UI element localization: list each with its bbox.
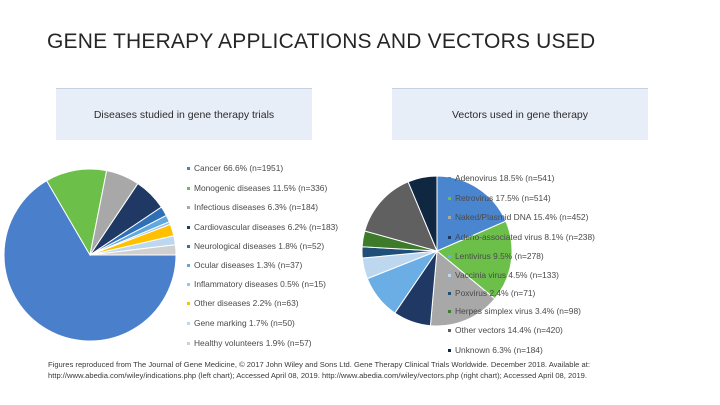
vectors-legend-item: Poxvirus 2.4% (n=71)	[448, 288, 535, 298]
diseases-legend-swatch	[187, 244, 190, 248]
diseases-slice-1	[46, 168, 108, 257]
vectors-legend-swatch	[448, 254, 451, 258]
vectors-legend-label: Adeno-associated virus 8.1% (n=238)	[455, 232, 595, 242]
vectors-legend-swatch	[448, 328, 451, 332]
diseases-slice-0	[3, 180, 177, 342]
vectors-legend-swatch	[448, 309, 451, 313]
vectors-slice-0	[436, 175, 507, 252]
diseases-legend-label: Other diseases 2.2% (n=63)	[194, 298, 299, 308]
vectors-legend-item: Naked/Plasmid DNA 15.4% (n=452)	[448, 212, 588, 222]
vectors-slice-8	[364, 181, 438, 252]
diseases-legend-item: Ocular diseases 1.3% (n=37)	[187, 260, 302, 270]
vectors-legend-swatch	[448, 196, 451, 200]
diseases-legend-swatch	[187, 341, 190, 345]
diseases-legend-label: Infectious diseases 6.3% (n=184)	[194, 202, 319, 212]
vectors-legend-label: Herpes simplex virus 3.4% (n=98)	[455, 306, 581, 316]
diseases-legend-label: Healthy volunteers 1.9% (n=57)	[194, 338, 312, 348]
diseases-legend-item: Neurological diseases 1.8% (n=52)	[187, 241, 324, 251]
diseases-legend-item: Cardiovascular diseases 6.2% (n=183)	[187, 222, 338, 232]
diseases-legend-item: Inflammatory diseases 0.5% (n=15)	[187, 279, 326, 289]
diseases-legend-item: Other diseases 2.2% (n=63)	[187, 298, 299, 308]
vectors-legend-label: Poxvirus 2.4% (n=71)	[455, 288, 536, 298]
vectors-legend-label: Retrovirus 17.5% (n=514)	[455, 193, 551, 203]
diseases-slice-9	[89, 244, 177, 256]
diseases-legend-label: Neurological diseases 1.8% (n=52)	[194, 241, 325, 251]
diseases-legend-label: Monogenic diseases 11.5% (n=336)	[194, 183, 328, 193]
vectors-legend-item: Other vectors 14.4% (n=420)	[448, 325, 563, 335]
diseases-legend-label: Cancer 66.6% (n=1951)	[194, 163, 284, 173]
vectors-legend-swatch	[448, 291, 451, 295]
vectors-legend-item: Adeno-associated virus 8.1% (n=238)	[448, 232, 595, 242]
diseases-legend-label: Inflammatory diseases 0.5% (n=15)	[194, 279, 326, 289]
diseases-legend-swatch	[187, 321, 190, 325]
left-chart-header: Diseases studied in gene therapy trials	[56, 88, 312, 140]
diseases-legend-swatch	[187, 205, 190, 209]
right-chart-title: Vectors used in gene therapy	[451, 108, 588, 121]
vectors-legend-label: Adenovirus 18.5% (n=541)	[455, 173, 555, 183]
left-chart-title: Diseases studied in gene therapy trials	[93, 108, 275, 121]
vectors-legend-label: Unknown 6.3% (n=184)	[455, 345, 543, 355]
vectors-legend-item: Adenovirus 18.5% (n=541)	[448, 173, 554, 183]
vectors-legend-label: Naked/Plasmid DNA 15.4% (n=452)	[455, 212, 589, 222]
vectors-legend-label: Lentivirus 9.5% (n=278)	[455, 251, 544, 261]
diseases-legend-item: Monogenic diseases 11.5% (n=336)	[187, 183, 327, 193]
slide-title: GENE THERAPY APPLICATIONS AND VECTORS US…	[47, 30, 596, 53]
vectors-legend-swatch	[448, 235, 451, 239]
vectors-legend-swatch	[448, 215, 451, 219]
diseases-legend-label: Cardiovascular diseases 6.2% (n=183)	[194, 222, 339, 232]
vectors-slice-9	[407, 175, 438, 252]
vectors-legend-item: Herpes simplex virus 3.4% (n=98)	[448, 306, 581, 316]
diseases-legend-label: Gene marking 1.7% (n=50)	[194, 318, 295, 328]
diseases-legend-swatch	[187, 186, 190, 190]
vectors-legend-swatch	[448, 348, 451, 352]
vectors-legend-swatch	[448, 176, 451, 180]
diseases-pie-chart	[3, 168, 177, 342]
diseases-legend-item: Gene marking 1.7% (n=50)	[187, 318, 295, 328]
diseases-legend-swatch	[187, 301, 190, 305]
diseases-legend-swatch	[187, 282, 190, 286]
vectors-slice-1	[436, 220, 512, 300]
vectors-slice-2	[429, 250, 496, 327]
diseases-legend-item: Cancer 66.6% (n=1951)	[187, 163, 283, 173]
vectors-legend-item: Unknown 6.3% (n=184)	[448, 345, 543, 355]
diseases-legend-swatch	[187, 263, 190, 267]
vectors-legend-item: Retrovirus 17.5% (n=514)	[448, 193, 551, 203]
vectors-legend-swatch	[448, 273, 451, 277]
vectors-legend-label: Vaccinia virus 4.5% (n=133)	[455, 270, 559, 280]
vectors-pie-chart	[362, 175, 512, 327]
diseases-legend-item: Infectious diseases 6.3% (n=184)	[187, 202, 318, 212]
vectors-legend-item: Vaccinia virus 4.5% (n=133)	[448, 270, 559, 280]
vectors-legend-label: Other vectors 14.4% (n=420)	[455, 325, 563, 335]
diseases-legend-item: Healthy volunteers 1.9% (n=57)	[187, 338, 312, 348]
diseases-legend-swatch	[187, 225, 190, 229]
diseases-legend-label: Ocular diseases 1.3% (n=37)	[194, 260, 303, 270]
vectors-legend-item: Lentivirus 9.5% (n=278)	[448, 251, 544, 261]
right-chart-header: Vectors used in gene therapy	[392, 88, 648, 140]
source-footnote: Figures reproduced from The Journal of G…	[48, 360, 590, 380]
diseases-legend-swatch	[187, 166, 190, 170]
